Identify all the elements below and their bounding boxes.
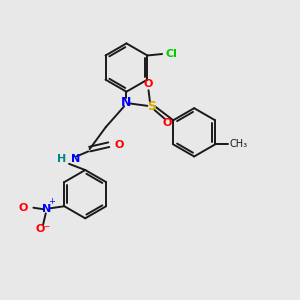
Text: O: O	[19, 203, 28, 213]
Text: O: O	[163, 118, 172, 128]
Text: N: N	[121, 95, 132, 109]
Text: N: N	[71, 154, 81, 164]
Text: N: N	[42, 204, 51, 214]
Text: Cl: Cl	[165, 49, 177, 59]
Text: O⁻: O⁻	[35, 224, 51, 234]
Text: O: O	[144, 79, 153, 89]
Text: H: H	[57, 154, 67, 164]
Text: O: O	[114, 140, 124, 150]
Text: CH₃: CH₃	[230, 140, 248, 149]
Text: +: +	[49, 197, 56, 206]
Text: S: S	[147, 100, 156, 113]
